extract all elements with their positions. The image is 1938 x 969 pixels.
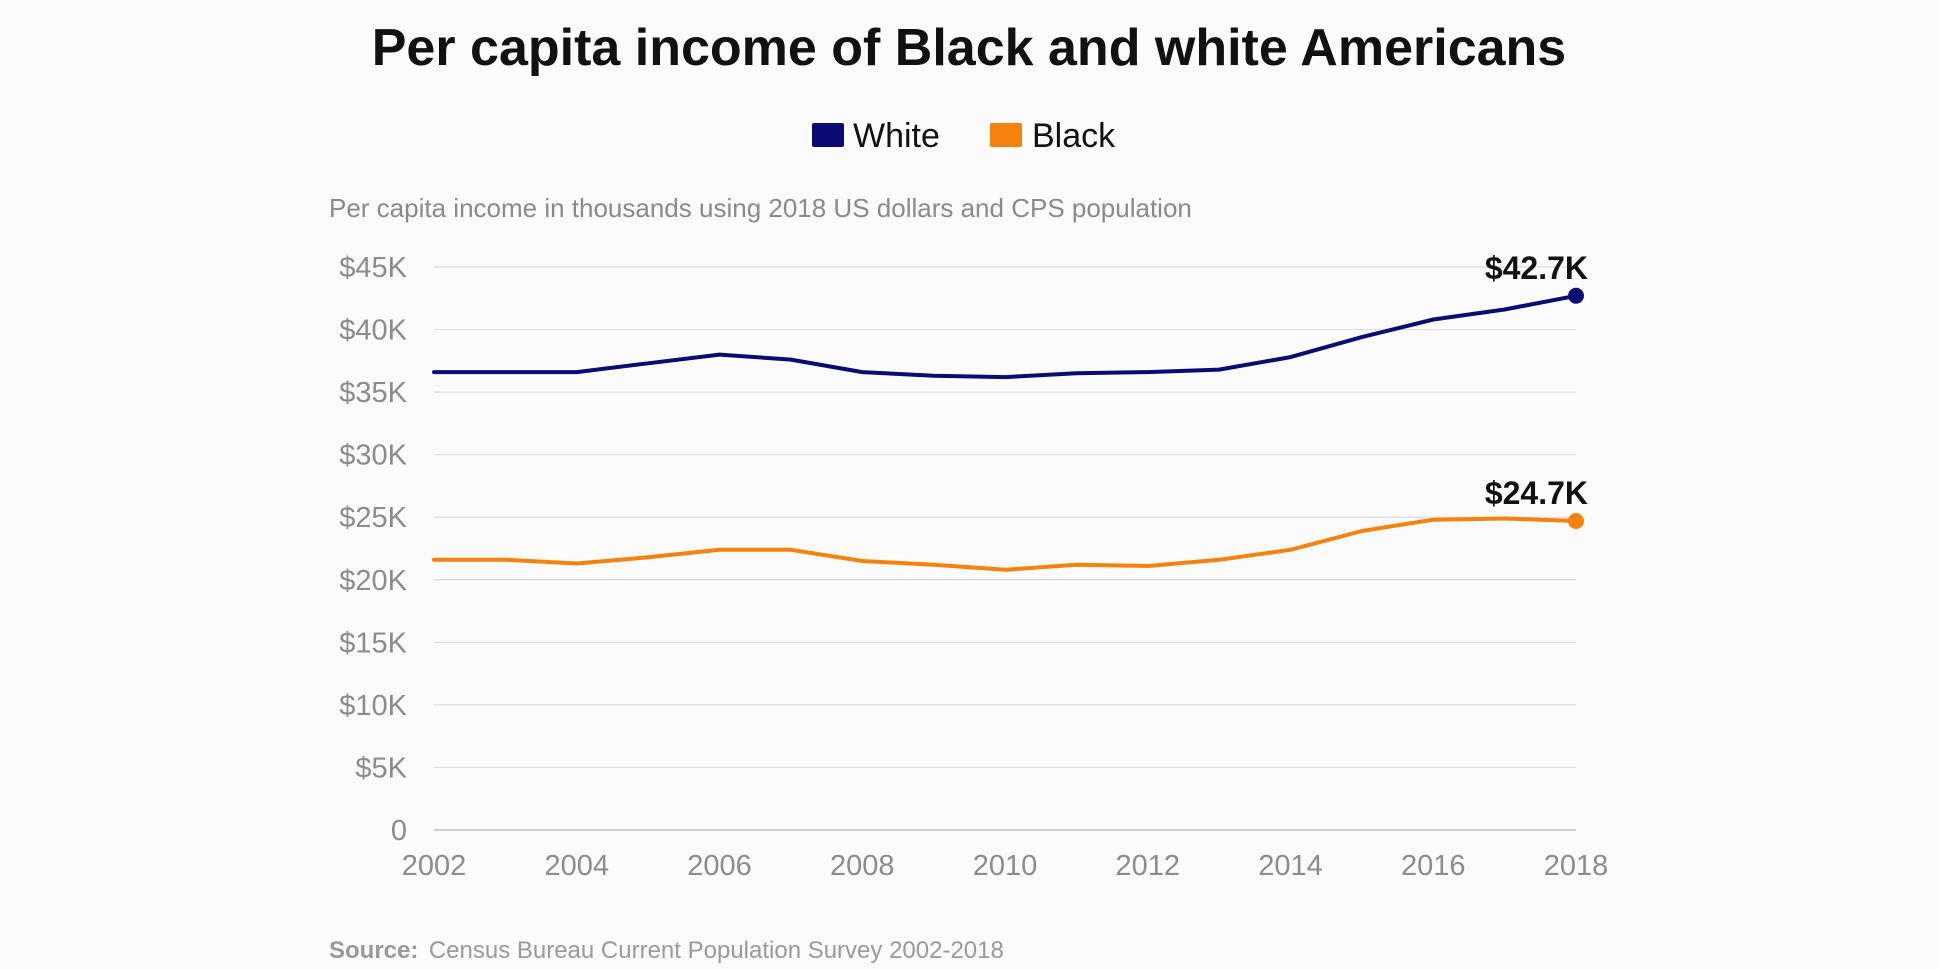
x-tick-label: 2012 bbox=[1115, 850, 1180, 882]
y-tick-label: $10K bbox=[339, 690, 407, 722]
source-label: Source: bbox=[329, 937, 418, 964]
x-tick-label: 2008 bbox=[830, 850, 895, 882]
x-tick-label: 2006 bbox=[687, 850, 752, 882]
series-end-marker-white bbox=[1568, 287, 1584, 304]
legend-label-white: White bbox=[853, 117, 940, 155]
source-note: Source: Census Bureau Current Population… bbox=[329, 937, 1004, 964]
legend-swatch-white bbox=[812, 123, 844, 147]
y-tick-label: $45K bbox=[339, 252, 407, 284]
x-tick-label: 2002 bbox=[402, 850, 467, 882]
chart-subtitle: Per capita income in thousands using 201… bbox=[329, 193, 1192, 223]
y-tick-label: $40K bbox=[339, 315, 407, 347]
end-value-label-white: $42.7K bbox=[1485, 250, 1588, 286]
x-tick-label: 2018 bbox=[1544, 850, 1609, 882]
source-text: Census Bureau Current Population Survey … bbox=[429, 937, 1004, 964]
legend-label-black: Black bbox=[1032, 117, 1116, 155]
grid bbox=[434, 266, 1576, 831]
x-tick-label: 2004 bbox=[544, 850, 609, 882]
series-line-black bbox=[432, 516, 1578, 572]
x-tick-label: 2010 bbox=[973, 850, 1038, 882]
y-tick-label: $15K bbox=[339, 627, 407, 659]
x-axis: 2002 2004 2006 2008 2010 2012 2014 2016 2018 bbox=[402, 850, 1609, 882]
y-axis: 0 $5K $10K $15K $20K $25K $30K $35K $40K $45K bbox=[339, 252, 407, 847]
y-tick-label: $25K bbox=[339, 502, 407, 534]
legend-swatch-black bbox=[990, 123, 1022, 147]
end-labels: $42.7K $24.7K bbox=[1485, 250, 1588, 511]
x-tick-label: 2014 bbox=[1258, 850, 1323, 882]
chart-title: Per capita income of Black and white Ame… bbox=[372, 19, 1566, 77]
x-tick-label: 2016 bbox=[1401, 850, 1466, 882]
end-value-label-black: $24.7K bbox=[1485, 475, 1588, 511]
y-tick-label: $20K bbox=[339, 565, 407, 597]
y-tick-label: $35K bbox=[339, 377, 407, 409]
y-tick-label: 0 bbox=[391, 815, 407, 847]
series-end-marker-black bbox=[1568, 512, 1584, 529]
y-tick-label: $5K bbox=[355, 752, 407, 784]
legend: White Black bbox=[812, 117, 1116, 155]
series bbox=[432, 287, 1584, 572]
series-line-white bbox=[432, 293, 1578, 380]
y-tick-label: $30K bbox=[339, 440, 407, 472]
